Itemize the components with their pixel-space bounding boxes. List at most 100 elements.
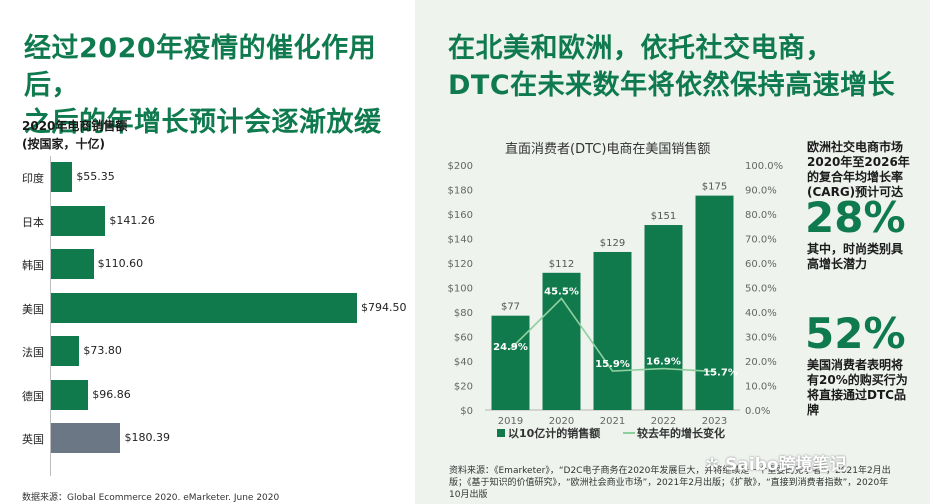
growth-line: [509, 297, 715, 373]
sales-bar: [695, 195, 734, 410]
right-headline: 在北美和欧洲，依托社交电商， DTC在未来数年将依然保持高速增长: [448, 30, 895, 104]
bar-row: 美国 $794.50: [0, 292, 415, 323]
x-tick-label: 2021: [600, 416, 625, 427]
country-label: 美国: [22, 302, 44, 316]
right-headline-line1: 在北美和欧洲，依托社交电商，: [448, 33, 833, 64]
country-value-label: $794.50: [361, 300, 407, 314]
country-label: 德国: [22, 389, 44, 403]
country-bar: [51, 379, 89, 410]
country-bar: [51, 205, 106, 236]
legend-line-label: 较去年的增长变化: [637, 426, 725, 440]
country-value-label: $110.60: [97, 257, 144, 270]
country-label: 印度: [22, 172, 44, 185]
left-panel: 经过2020年疫情的催化作用后， 之后的年增长预计会逐渐放缓 2020年电商销售…: [0, 0, 415, 504]
right-source: 资料来源：《Emarketer》，“D2C电子商务在2020年发展巨大，并将继续…: [449, 466, 891, 500]
y2-tick-label: 0.0%: [745, 406, 770, 417]
stat2-value: 52%: [805, 309, 906, 358]
x-tick-label: 2023: [702, 416, 727, 427]
sales-bar-label: $129: [600, 238, 625, 249]
country-bar: [51, 423, 121, 453]
bar-row: 法国 $73.80: [0, 336, 415, 366]
wechat-icon: ✲: [705, 455, 726, 475]
y-tick-label: $140: [448, 235, 473, 246]
y2-tick-label: 100.0%: [745, 161, 783, 172]
bar-row: 日本 $141.26: [0, 205, 415, 236]
y-tick-label: $100: [448, 284, 473, 295]
left-headline-line1: 经过2020年疫情的催化作用后，: [24, 33, 377, 101]
legend-bar-swatch: [497, 429, 505, 437]
y2-tick-label: 80.0%: [745, 210, 777, 221]
growth-label: 15.9%: [595, 359, 630, 370]
y2-tick-label: 30.0%: [745, 333, 777, 344]
x-tick-label: 2022: [651, 416, 676, 427]
country-value-label: $73.80: [83, 344, 122, 357]
y2-tick-label: 60.0%: [745, 259, 777, 270]
stat1-text: 欧洲社交电商市场 2020年至2026年 的复合年均增长率 (CARG)预计可达: [807, 140, 910, 200]
y-tick-label: $60: [454, 333, 473, 344]
stat1-subtext-line: 高增长潜力: [807, 257, 868, 271]
y-tick-label: $160: [448, 210, 473, 221]
stat2-text-line: 有20%的购买行为: [807, 373, 908, 387]
left-headline-line2: 之后的年增长预计会逐渐放缓: [24, 107, 382, 138]
watermark: ✲ Saibo跨境笔记: [705, 450, 847, 475]
y-tick-label: $120: [448, 259, 473, 270]
country-value-label: $180.39: [124, 431, 170, 444]
left-source: 数据来源：Global Ecommerce 2020. eMarketer. J…: [22, 493, 280, 503]
growth-label: 16.9%: [646, 357, 681, 368]
sales-bar-label: $175: [702, 182, 727, 193]
y2-tick-label: 70.0%: [745, 235, 777, 246]
sales-bar: [542, 272, 581, 410]
country-bar: [51, 336, 80, 366]
country-label: 法国: [22, 346, 44, 359]
sales-bar-label: $77: [501, 302, 520, 313]
growth-label: 24.9%: [493, 342, 528, 353]
sales-bar-label: $112: [549, 259, 574, 270]
sales-bar-label: $151: [651, 211, 676, 222]
country-value-label: $96.86: [92, 387, 131, 401]
country-bar: [51, 292, 357, 323]
y2-tick-label: 50.0%: [745, 284, 777, 295]
country-label: 韩国: [22, 259, 44, 272]
stat1-subtext: 其中，时尚类别具 高增长潜力: [807, 242, 903, 272]
stat1-text-line: 2020年至2026年: [807, 155, 910, 169]
country-label: 日本: [22, 215, 44, 229]
y-tick-label: $180: [448, 186, 473, 197]
y-tick-label: $20: [454, 382, 473, 393]
y2-tick-label: 10.0%: [745, 382, 777, 393]
bar-chart-axis: [50, 156, 51, 476]
stat1-text-line: 的复合年均增长率: [807, 170, 904, 184]
dtc-sales-chart: $0 $20 $40 $60 $80 $100 $120 $140 $160 $180 $200 0.…: [448, 161, 784, 440]
y-tick-label: $200: [448, 161, 473, 172]
bar-chart-title: 2020年电商销售额: [22, 119, 128, 133]
stat2-text-line: 将直接通过DTC品: [807, 388, 906, 402]
stat1-text-line: 欧洲社交电商市场: [807, 140, 904, 154]
x-tick-label: 2020: [549, 416, 574, 427]
bar-row: 英国 $180.39: [0, 423, 415, 453]
y2-tick-label: 20.0%: [745, 357, 777, 368]
stat2-text-line: 牌: [807, 403, 820, 417]
dtc-chart-title: 直面消费者(DTC)电商在美国销售额: [505, 142, 711, 157]
y-tick-label: $0: [460, 406, 473, 417]
country-bar: [51, 162, 73, 192]
stat2-text-line: 美国消费者表明将: [807, 358, 904, 372]
x-tick-label: 2019: [498, 416, 523, 427]
country-value-label: $55.35: [76, 170, 115, 183]
growth-label: 45.5%: [544, 287, 579, 298]
sales-bar: [491, 315, 530, 410]
bar-row: 韩国 $110.60: [0, 249, 415, 279]
stat1-subtext-line: 其中，时尚类别具: [807, 242, 904, 256]
country-bar: [51, 249, 94, 279]
country-value-label: $141.26: [109, 213, 155, 227]
country-label: 英国: [22, 433, 44, 446]
growth-label: 15.7%: [703, 368, 738, 379]
y2-tick-label: 40.0%: [745, 308, 777, 319]
right-headline-line2: DTC在未来数年将依然保持高速增长: [448, 70, 896, 101]
bar-row: 印度 $55.35: [0, 162, 415, 192]
y-tick-label: $80: [454, 308, 473, 319]
bar-chart-subtitle: (按国家，十亿): [22, 137, 105, 151]
y-tick-label: $40: [454, 357, 473, 368]
stat1-value: 28%: [805, 193, 906, 242]
sales-bar: [593, 251, 632, 410]
stat2-text: 美国消费者表明将 有20%的购买行为 将直接通过DTC品 牌: [807, 358, 908, 418]
watermark-text: Saibo跨境笔记: [725, 455, 847, 475]
